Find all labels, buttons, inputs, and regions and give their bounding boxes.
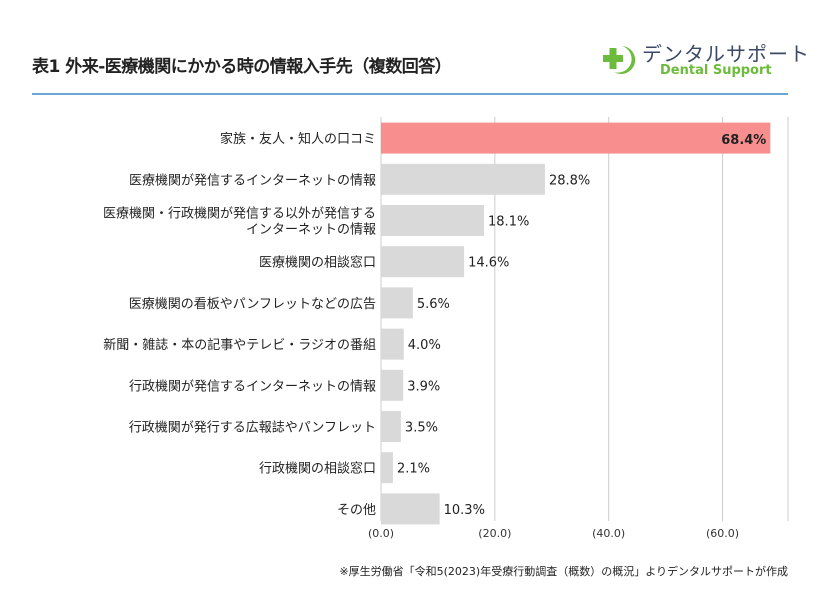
- x-tick-label: (40.0): [592, 527, 625, 540]
- x-tick-label: (0.0): [368, 527, 394, 540]
- value-label: 3.5%: [405, 421, 438, 436]
- logo-text-jp: デンタルサポート: [642, 42, 810, 66]
- value-label: 18.1%: [488, 215, 529, 230]
- category-label: その他: [337, 503, 376, 518]
- title-divider: [32, 93, 788, 95]
- category-label: 新聞・雑誌・本の記事やテレビ・ラジオの番組: [103, 337, 376, 353]
- category-label: 行政機関が発信するインターネットの情報: [129, 379, 376, 394]
- x-tick-label: (60.0): [706, 527, 739, 540]
- bar: [381, 287, 413, 319]
- bar: [381, 122, 771, 154]
- category-label: 医療機関・行政機関が発信する以外が発信する: [103, 207, 376, 222]
- plus-moon-icon: [603, 46, 636, 74]
- category-label: インターネットの情報: [246, 223, 376, 238]
- bar: [381, 452, 393, 484]
- chart-title: 表1 外来-医療機関にかかる時の情報入手先（複数回答）: [32, 57, 452, 77]
- value-label: 14.6%: [468, 256, 509, 271]
- value-label: 68.4%: [721, 133, 766, 148]
- category-label: 医療機関が発信するインターネットの情報: [129, 173, 376, 188]
- value-label: 5.6%: [417, 297, 450, 312]
- dental-support-logo: デンタルサポート Dental Support: [600, 38, 809, 82]
- x-tick-label: (20.0): [478, 527, 511, 540]
- category-label: 医療機関の相談窓口: [259, 255, 376, 271]
- value-label: 28.8%: [549, 173, 590, 188]
- category-label: 行政機関の相談窓口: [259, 461, 376, 477]
- value-label: 3.9%: [407, 379, 440, 394]
- logo-text-en: Dental Support: [660, 63, 772, 78]
- bar: [381, 163, 545, 195]
- category-label: 行政機関が発行する広報誌やパンフレット: [129, 420, 376, 436]
- category-label: 家族・友人・知人の口コミ: [220, 131, 376, 147]
- bar: [381, 246, 465, 278]
- bar: [381, 328, 404, 360]
- value-label: 10.3%: [444, 503, 485, 518]
- source-note: ※厚生労働省「令和5(2023)年受療行動調査（概数）の概況」よりデンタルサポー…: [339, 565, 788, 578]
- value-label: 2.1%: [397, 462, 430, 477]
- bar: [381, 205, 485, 236]
- bar: [381, 411, 401, 442]
- bar: [381, 369, 404, 401]
- category-label: 医療機関の看板やパンフレットなどの広告: [129, 296, 376, 312]
- value-label: 4.0%: [408, 338, 441, 353]
- bar: [381, 493, 440, 525]
